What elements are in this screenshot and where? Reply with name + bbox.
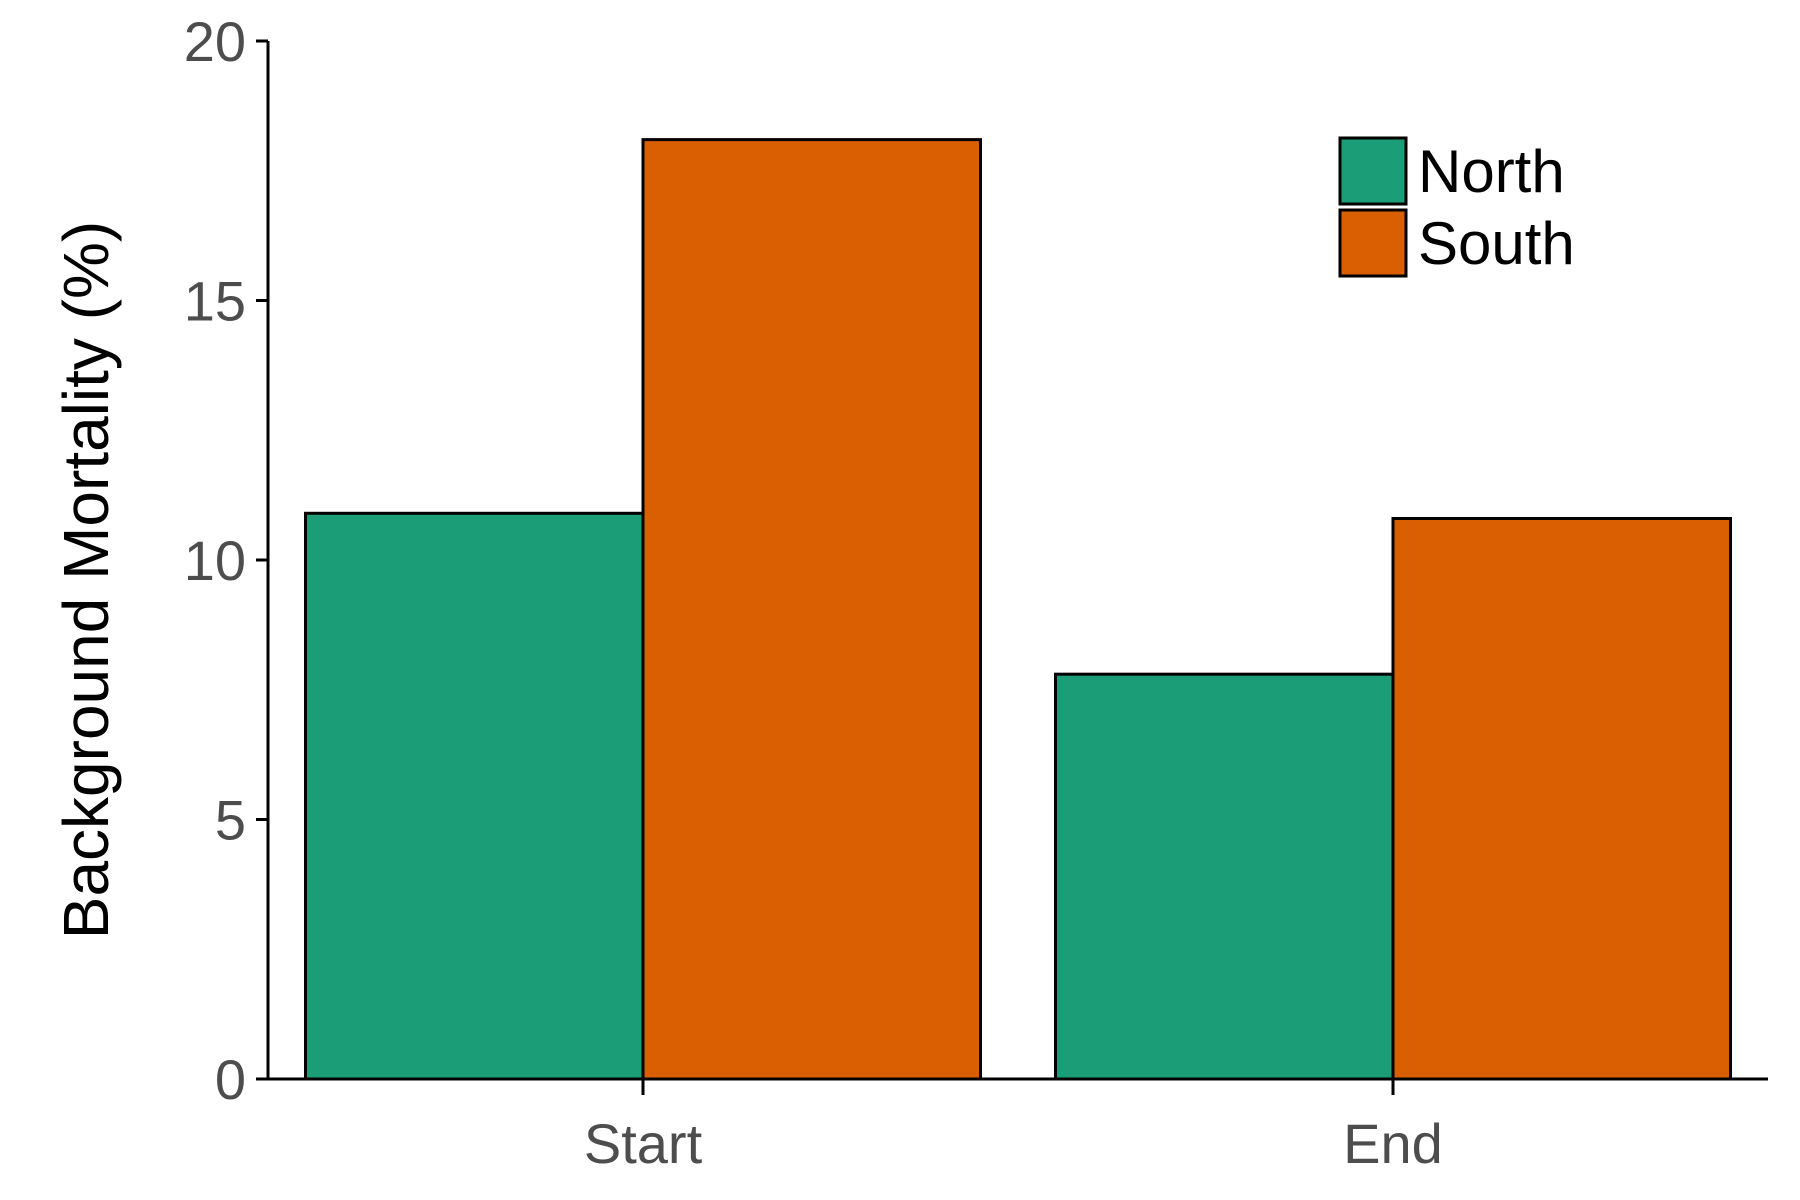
legend-label-north: North [1418, 138, 1565, 205]
y-axis-title: Background Mortality (%) [50, 221, 122, 939]
bar-south-end [1391, 516, 1732, 1081]
x-ticks: Start End [584, 1079, 1443, 1175]
y-ticks: 0 5 10 15 20 [184, 10, 268, 1111]
x-tick-label: Start [584, 1112, 703, 1175]
y-tick-label: 0 [215, 1048, 246, 1111]
legend-swatch-north [1338, 136, 1408, 206]
legend-swatch-south [1338, 208, 1408, 278]
bar-north-end [1054, 672, 1395, 1081]
legend-label-south: South [1418, 210, 1575, 277]
y-tick-label: 20 [184, 10, 246, 73]
y-tick-label: 10 [184, 529, 246, 592]
y-tick-label: 5 [215, 789, 246, 852]
y-tick-label: 15 [184, 270, 246, 333]
bar-south-start [641, 138, 982, 1081]
bars-layer [304, 138, 1732, 1081]
bar-north-start [304, 511, 645, 1081]
x-tick-label: End [1343, 1112, 1443, 1175]
